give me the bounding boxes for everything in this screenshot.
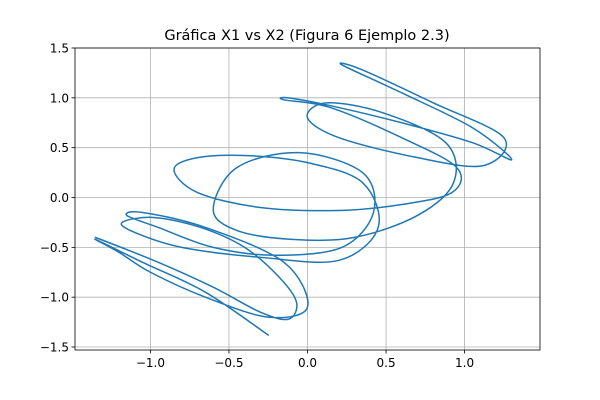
x1-vs-x2-trajectory-line — [94, 62, 513, 336]
x-tick-label: 1.0 — [455, 356, 474, 370]
x-tick-label: −1.0 — [136, 356, 165, 370]
y-tick-label: −1.0 — [40, 291, 69, 305]
chart-title: Gráfica X1 vs X2 (Figura 6 Ejemplo 2.3) — [164, 28, 449, 44]
y-tick-label: −0.5 — [40, 241, 69, 255]
axes-frame — [74, 47, 541, 351]
plot-area — [94, 62, 513, 336]
y-tick-label: 1.5 — [50, 42, 69, 56]
tick-layer: −1.0 −0.5 0.0 0.5 1.0 −1.5 −1.0 −0.5 0.0 0.5 1.0 1.… — [40, 42, 474, 371]
x-tick-label: 0.5 — [377, 356, 396, 370]
y-tick-label: 1.0 — [50, 91, 69, 105]
x-tick-label: 0.0 — [298, 356, 317, 370]
x-tick-label: −0.5 — [214, 356, 243, 370]
y-tick-label: −1.5 — [40, 341, 69, 355]
y-tick-label: 0.5 — [50, 141, 69, 155]
y-tick-label: 0.0 — [50, 191, 69, 205]
